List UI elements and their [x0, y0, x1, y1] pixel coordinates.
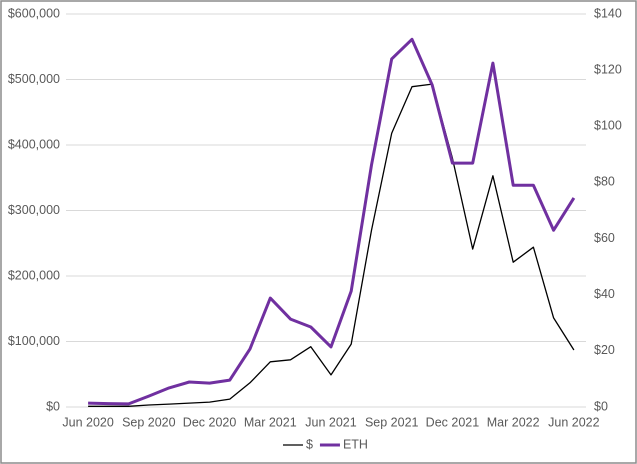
x-tick-label: Sep 2020	[122, 415, 176, 429]
x-tick-label: Jun 2021	[305, 415, 356, 429]
legend-label: $	[306, 437, 313, 451]
y-tick-label: $200,000	[8, 268, 60, 282]
y-tick-label: $100,000	[8, 334, 60, 348]
y2-tick-label: $60	[594, 231, 615, 245]
x-tick-label: Mar 2021	[244, 415, 297, 429]
x-tick-label: Dec 2021	[426, 415, 480, 429]
x-tick-label: Sep 2021	[365, 415, 419, 429]
y2-tick-label: $120	[594, 62, 622, 76]
x-tick-label: Jun 2020	[62, 415, 113, 429]
y2-tick-label: $100	[594, 119, 622, 133]
x-tick-label: Mar 2022	[487, 415, 540, 429]
y-tick-label: $600,000	[8, 6, 60, 20]
series-line	[88, 83, 575, 407]
y-tick-label: $400,000	[8, 137, 60, 151]
y-tick-label: $500,000	[8, 72, 60, 86]
y2-tick-label: $40	[594, 287, 615, 301]
legend-label: ETH	[343, 437, 368, 451]
y-tick-label: $300,000	[8, 203, 60, 217]
y2-tick-label: $0	[594, 399, 608, 413]
y-tick-label: $0	[46, 399, 60, 413]
y2-tick-label: $140	[594, 6, 622, 20]
series-line	[88, 37, 576, 406]
y2-tick-label: $80	[594, 175, 615, 189]
x-tick-label: Jun 2022	[548, 415, 599, 429]
x-tick-label: Dec 2020	[183, 415, 237, 429]
y2-tick-label: $20	[594, 343, 615, 357]
